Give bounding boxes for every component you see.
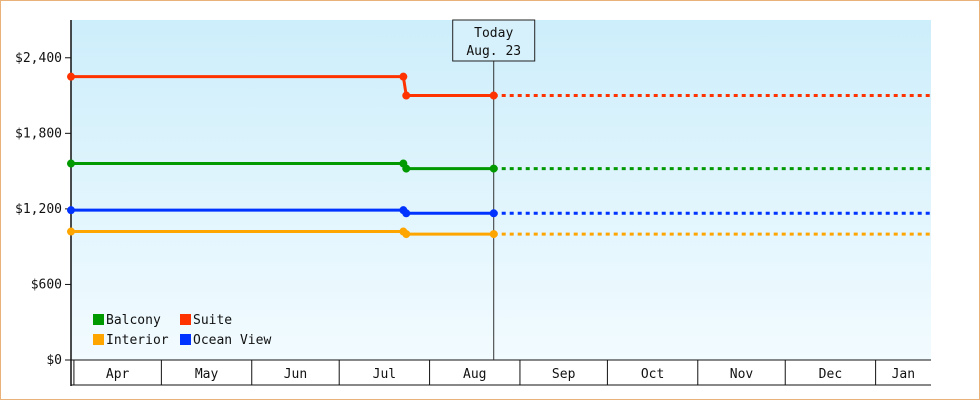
x-tick-label: Sep (552, 367, 576, 382)
x-tick-label: Nov (730, 367, 754, 382)
series-point-ocean-view (67, 206, 75, 215)
y-tick-label: $1,200 (15, 202, 62, 217)
today-label: Today (474, 26, 513, 41)
today-callout-box (452, 19, 536, 62)
today-date-label: Aug. 23 (466, 44, 521, 59)
legend-swatch-balcony (93, 314, 104, 325)
series-point-balcony (67, 159, 75, 168)
x-tick-label: Apr (106, 367, 130, 382)
legend-label-balcony: Balcony (106, 313, 161, 328)
x-tick-label: Aug (463, 367, 486, 382)
series-point-suite (399, 72, 408, 81)
series-point-suite (489, 91, 498, 100)
series-point-interior (67, 227, 75, 236)
legend-swatch-interior (93, 334, 104, 345)
legend-label-suite: Suite (193, 313, 232, 328)
series-line-suite (71, 75, 494, 98)
series-point-suite (402, 91, 411, 100)
series-point-balcony (402, 164, 411, 173)
series-point-suite (67, 72, 75, 81)
series-point-ocean-view (489, 209, 498, 218)
x-tick-label: Jan (892, 367, 915, 382)
legend-label-interior: Interior (106, 333, 169, 348)
legend-swatch-suite (180, 314, 191, 325)
series-point-ocean-view (402, 209, 411, 218)
series-point-interior (489, 230, 498, 239)
legend-swatch-ocean-view (180, 334, 191, 345)
y-tick-label: $2,400 (15, 51, 62, 66)
x-tick-label: May (195, 367, 219, 382)
plot-area (71, 20, 931, 360)
x-tick-label: Oct (641, 367, 664, 382)
series-point-balcony (489, 164, 498, 173)
x-tick-label: Jul (373, 367, 396, 382)
x-tick-label: Dec (819, 367, 842, 382)
y-tick-label: $0 (46, 353, 62, 368)
y-tick-label: $1,800 (15, 126, 62, 141)
x-tick-label: Jun (284, 367, 307, 382)
series-point-interior (402, 230, 411, 239)
y-tick-label: $600 (31, 277, 62, 292)
legend-label-ocean-view: Ocean View (193, 333, 271, 348)
